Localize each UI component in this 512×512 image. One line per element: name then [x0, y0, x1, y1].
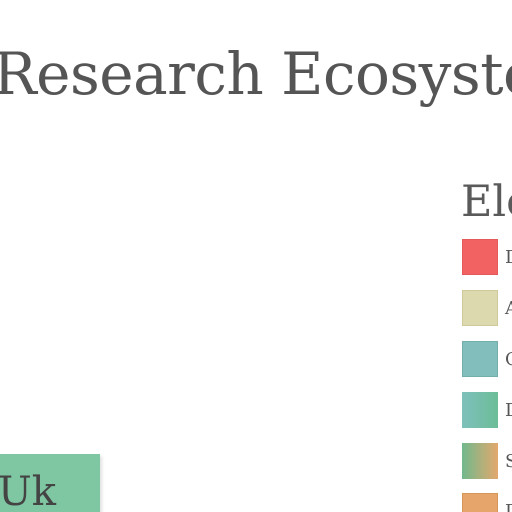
legend-label: D	[505, 246, 512, 270]
legend-swatch	[462, 392, 498, 428]
legend-label: A	[505, 298, 512, 319]
page-title: Research Ecosystem	[0, 40, 512, 108]
ecosystem-node[interactable]: Uk	[0, 454, 100, 512]
legend-swatch	[462, 443, 498, 479]
node-label: Uk	[0, 469, 56, 512]
legend-label: S	[505, 451, 512, 472]
legend-item[interactable]: C	[462, 341, 512, 379]
legend-item[interactable]: S	[462, 443, 512, 481]
legend-swatch	[462, 290, 498, 326]
legend-swatch	[462, 493, 498, 512]
legend-item[interactable]: D	[462, 493, 512, 512]
legend-label: D	[505, 500, 512, 512]
legend-swatch	[462, 341, 498, 377]
legend-heading: Ele	[461, 177, 512, 227]
legend-label: D	[505, 399, 512, 423]
legend-item[interactable]: D	[462, 392, 512, 430]
legend-item[interactable]: D	[462, 239, 512, 277]
legend-label: C	[505, 349, 512, 370]
legend-swatch	[462, 239, 498, 275]
legend-item[interactable]: A	[462, 290, 512, 328]
